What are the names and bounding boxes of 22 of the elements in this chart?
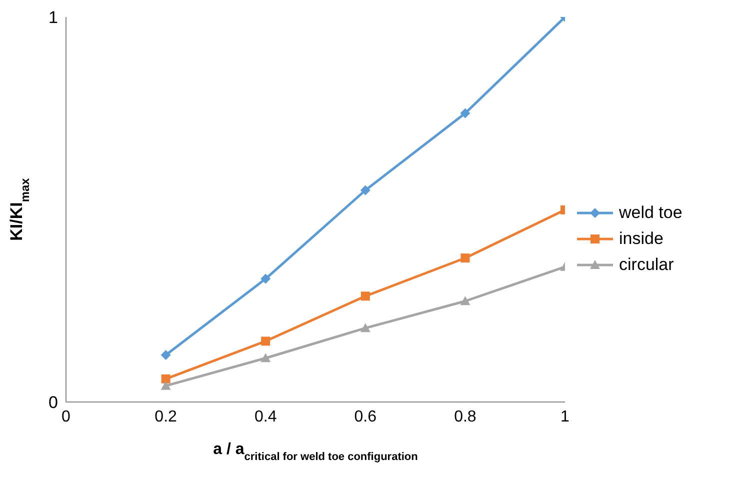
x-tick-label: 0.8 [454,408,476,426]
point [160,380,171,390]
legend-label: weld toe [619,202,682,222]
point [260,274,271,284]
point [160,350,171,360]
x-tick-label: 0.6 [354,408,377,426]
point [161,374,170,384]
point [460,108,470,118]
point [360,323,370,332]
x-tick-label: 0 [62,408,71,426]
point [261,336,270,346]
x-tick-label: 1 [560,408,570,426]
point [260,353,271,362]
legend-label: circular [619,254,674,274]
point [360,292,370,301]
x-tick-label: 0.2 [154,408,178,426]
x-axis-title: a / a$_{critical for weld toe configuration}$ [213,441,418,463]
x-tick-label: 0.4 [254,408,277,426]
point [460,296,470,306]
point [460,254,470,263]
point [360,185,370,196]
legend-label: inside [619,228,664,248]
